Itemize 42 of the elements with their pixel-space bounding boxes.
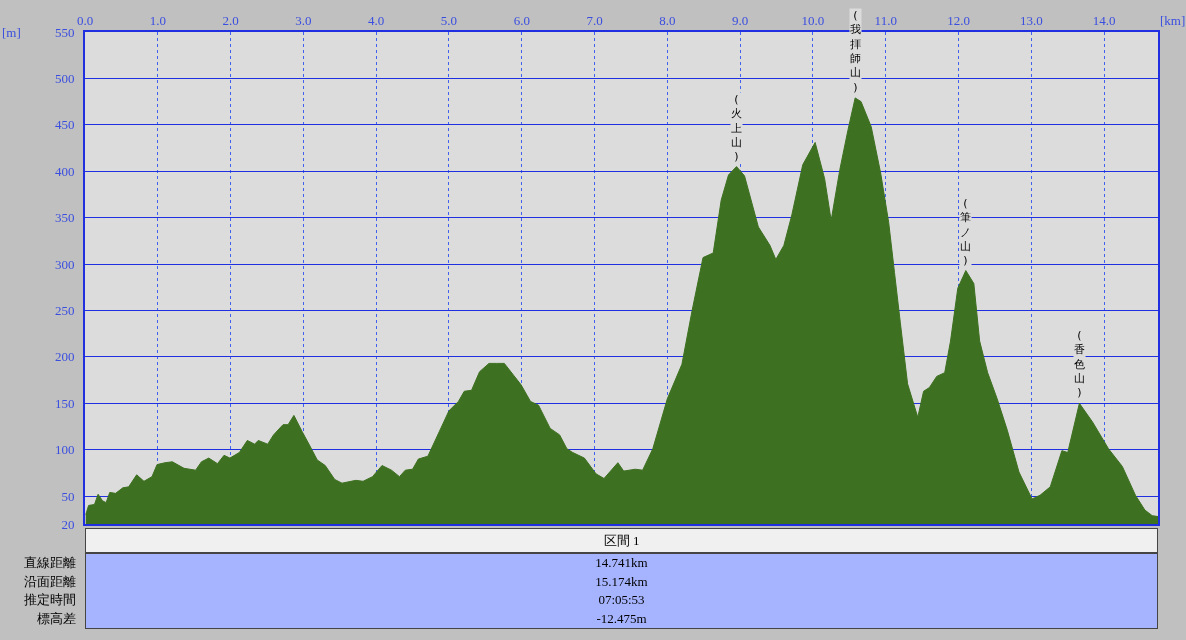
y-tick-label: 50	[61, 488, 75, 504]
x-tick-label: 11.0	[874, 12, 897, 28]
x-axis-title: [km]	[1160, 13, 1186, 28]
x-tick-label: 5.0	[440, 12, 458, 28]
x-tick-label: 14.0	[1092, 12, 1116, 28]
text: 14.741km	[594, 554, 649, 572]
y-tick-label: 150	[54, 395, 75, 411]
text: 標高差	[36, 609, 76, 628]
x-tick-label: 7.0	[586, 12, 603, 28]
x-tick-label: 10.0	[801, 12, 825, 28]
y-tick-label: 300	[54, 256, 75, 272]
y-tick-label: 20	[61, 516, 75, 532]
y-tick-label: 100	[54, 442, 75, 458]
y-tick-label: 450	[54, 117, 75, 133]
annotation: (香色山)	[1074, 329, 1085, 400]
x-tick-label: 13.0	[1019, 12, 1043, 28]
x-tick-label: 2.0	[222, 12, 239, 28]
text: 推定時間	[23, 591, 76, 609]
text: 07:05:53	[597, 591, 646, 609]
x-tick-label: 0.0	[76, 12, 94, 28]
annotation: (我拝師山)	[850, 9, 861, 94]
y-tick-label: 200	[54, 349, 75, 365]
y-tick-label: 550	[54, 24, 75, 40]
y-tick-label: 400	[54, 163, 75, 179]
x-tick-label: 9.0	[732, 12, 749, 28]
text: 直線距離	[23, 554, 76, 572]
x-tick-label: 8.0	[659, 12, 676, 28]
text: 区間 1	[85, 528, 1158, 553]
annotation: (筆ノ山)	[960, 197, 971, 268]
y-tick-label: 350	[54, 210, 75, 226]
text: -12.475m	[595, 609, 648, 628]
text: 15.174km	[594, 572, 649, 591]
x-tick-label: 6.0	[513, 12, 530, 28]
text: 沿面距離	[23, 572, 76, 591]
x-tick-label: 4.0	[368, 12, 385, 28]
x-tick-label: 1.0	[149, 12, 166, 28]
x-tick-label: 12.0	[947, 12, 970, 28]
y-axis-title: [m]	[2, 25, 21, 40]
annotation: (火上山)	[731, 93, 742, 164]
y-tick-label: 250	[54, 303, 75, 319]
x-tick-label: 3.0	[295, 12, 312, 28]
y-tick-label: 500	[54, 70, 75, 86]
